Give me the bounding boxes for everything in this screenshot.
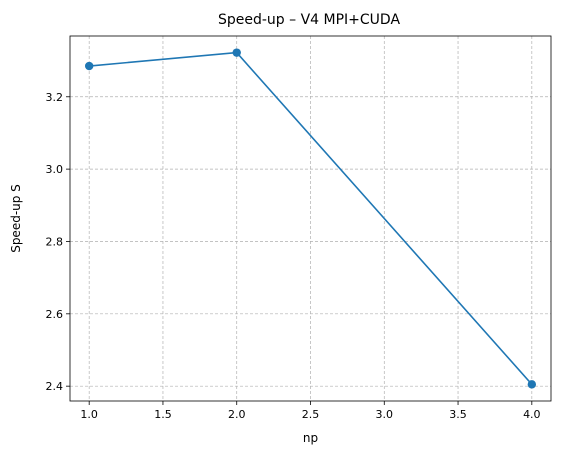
x-tick-label: 2.5 bbox=[302, 408, 320, 421]
data-point bbox=[527, 380, 537, 389]
x-tick-label: 4.0 bbox=[523, 408, 541, 421]
x-tick-label: 1.5 bbox=[154, 408, 172, 421]
grid bbox=[70, 36, 551, 401]
x-tick-label: 2.0 bbox=[228, 408, 246, 421]
y-tick-label: 2.4 bbox=[46, 380, 64, 393]
x-tick-label: 3.0 bbox=[376, 408, 394, 421]
x-tick-label: 1.0 bbox=[80, 408, 98, 421]
y-tick-label: 3.2 bbox=[46, 91, 64, 104]
x-axis-label: np bbox=[303, 431, 318, 445]
chart-title: Speed-up – V4 MPI+CUDA bbox=[218, 12, 400, 28]
axis-ticks: 1.0 1.5 2.0 2.5 3.0 3.5 4.0 2.4 2.6 2.8 3.0 3.2 bbox=[46, 91, 541, 421]
y-tick-label: 2.6 bbox=[46, 308, 64, 321]
y-axis-label: Speed-up S bbox=[9, 184, 23, 253]
series-layer bbox=[84, 48, 537, 389]
y-tick-label: 3.0 bbox=[46, 163, 64, 176]
plot-frame bbox=[69, 35, 552, 402]
x-tick-label: 3.5 bbox=[449, 408, 467, 421]
data-point bbox=[232, 48, 241, 57]
y-tick-label: 2.8 bbox=[46, 235, 64, 248]
data-point bbox=[84, 61, 94, 71]
